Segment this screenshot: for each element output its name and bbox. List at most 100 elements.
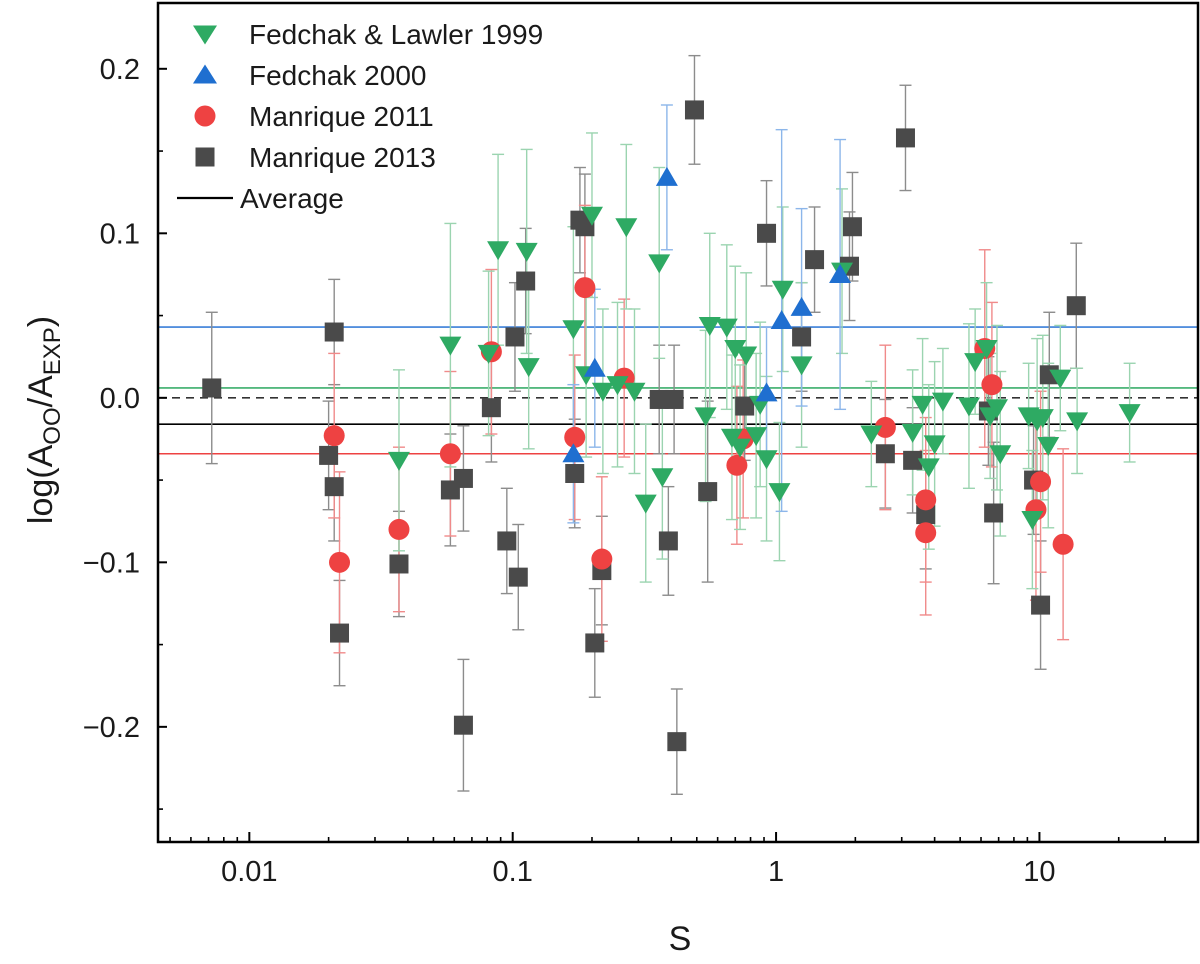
y-tick-label: 0.2 [100,54,140,86]
data-point [755,450,778,470]
legend-label: Fedchak & Lawler 1999 [249,19,543,50]
data-point [684,100,704,120]
y-tick-label: 0.0 [100,383,140,415]
x-tick-label: 0.1 [493,856,533,888]
data-point [330,623,350,643]
data-point [923,435,946,455]
y-axis-title-sub-oo: OO [39,407,66,444]
data-point [975,339,998,359]
data-point [698,316,721,336]
data-point [591,548,613,570]
data-point [1066,412,1089,432]
data-point [698,482,718,502]
data-point [1066,296,1086,316]
data-point [648,254,671,274]
y-tick-label: −0.1 [83,547,140,579]
legend-marker [194,105,216,127]
x-tick-label: 0.01 [221,856,277,888]
data-point [1118,404,1141,424]
data-point [516,271,536,291]
data-point [842,217,862,237]
data-point [1030,471,1052,493]
data-point [724,339,747,359]
data-point [562,443,585,463]
legend-marker [193,64,217,84]
data-point [329,551,351,573]
data-point [649,389,669,409]
data-point [323,425,345,447]
data-point [895,128,915,148]
data-point [574,277,596,299]
legend-marker [193,25,217,45]
data-point [517,358,540,378]
data-point [874,416,896,438]
legend-entry: Average [177,183,344,214]
data-point [964,353,987,373]
data-point [735,346,758,366]
legend-label: Manrique 2013 [249,142,436,173]
data-point [901,423,924,443]
data-point [575,217,595,237]
data-point [805,250,825,270]
data-point [1049,369,1072,389]
data-point [917,458,940,478]
data-point [585,633,605,653]
data-point [985,399,1008,419]
data-point [515,242,538,262]
data-point [481,398,501,418]
data-point [757,223,777,243]
y-axis-title-end: ) [22,316,60,327]
data-point [694,407,717,427]
legend-entry: Fedchak & Lawler 1999 [193,19,543,50]
legend-entry: Manrique 2013 [195,142,436,173]
data-point [564,426,586,448]
data-point [583,357,606,377]
x-tick-label: 1 [768,856,784,888]
data-point [957,397,980,417]
data-point [911,395,934,415]
axes: 0.2 0.1 0.0 −0.1 −0.2 0.01 0.1 1 10 [83,1,1200,888]
data-point [981,374,1003,396]
data-point [439,443,461,465]
data-point [1021,511,1044,531]
data-point [623,382,646,402]
data-point [439,336,462,356]
data-point [580,206,603,226]
data-point [1037,437,1060,457]
data-point [324,322,344,342]
data-point [477,344,500,364]
data-point [497,531,517,551]
y-axis-title: log(AOO/AEXP) [22,316,66,524]
data-point [916,505,936,525]
data-point [453,715,473,735]
data-point [202,378,222,398]
data-point [389,554,409,574]
data-point [1031,409,1054,429]
data-point [755,382,778,402]
data-point [860,425,883,445]
data-point [562,320,585,340]
data-point [324,477,344,497]
data-point [453,468,473,488]
data-point [634,494,657,514]
data-point [792,327,812,347]
data-point [735,396,755,416]
y-axis-title-sub-exp: EXP [39,327,66,375]
data-point [984,503,1004,523]
data-point [729,438,752,458]
data-point [715,318,738,338]
data-point [487,241,510,261]
legend: Fedchak & Lawler 1999 Fedchak 2000 Manriqu… [177,19,543,214]
data-point [565,463,585,483]
data-point [667,732,687,752]
y-axis-title-mid: /A [22,375,60,407]
data-point [790,356,813,376]
x-axis-title: S [669,920,692,958]
legend-label: Average [240,183,344,214]
data-point [770,310,793,330]
data-point [606,376,629,396]
legend-entry: Fedchak 2000 [193,60,426,91]
data-point [591,382,614,402]
data-point [319,445,339,465]
